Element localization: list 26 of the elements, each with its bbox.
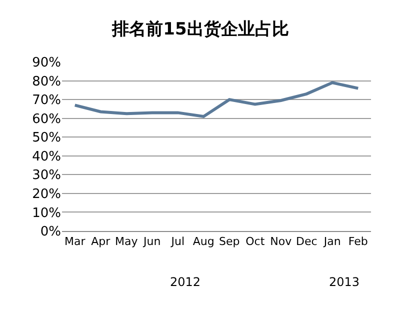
y-tick-label: 20%: [32, 186, 61, 202]
y-tick-label: 50%: [32, 130, 61, 146]
y-tick-label: 0%: [40, 224, 61, 240]
x-tick-label: Jun: [142, 235, 161, 248]
y-tick-label: 30%: [32, 168, 61, 184]
x-tick-label: Oct: [246, 235, 266, 248]
y-tick-label: 60%: [32, 112, 61, 127]
x-tick-label: Aug: [192, 235, 214, 248]
x-tick-label: Apr: [91, 235, 111, 248]
line-series: [73, 81, 360, 118]
y-tick-label: 10%: [32, 206, 61, 221]
x-tick-label: May: [115, 235, 138, 248]
chart-title: 排名前15出货企业占比: [111, 20, 289, 40]
y-tick-label: 80%: [32, 74, 61, 90]
text: 2013: [329, 275, 360, 289]
x-tick-label: Jan: [322, 235, 341, 248]
x-tick-label: Jul: [170, 235, 185, 248]
x-tick-label: Sep: [219, 235, 240, 248]
y-tick-label: 40%: [32, 149, 61, 164]
text: 2012: [170, 275, 201, 289]
x-tick-label: Feb: [348, 235, 368, 248]
y-tick-label: 70%: [32, 93, 61, 108]
x-tick-label: Nov: [270, 235, 292, 248]
x-tick-label: Dec: [296, 235, 318, 248]
y-tick-label: 90%: [32, 56, 61, 71]
x-tick-label: Mar: [64, 235, 86, 248]
